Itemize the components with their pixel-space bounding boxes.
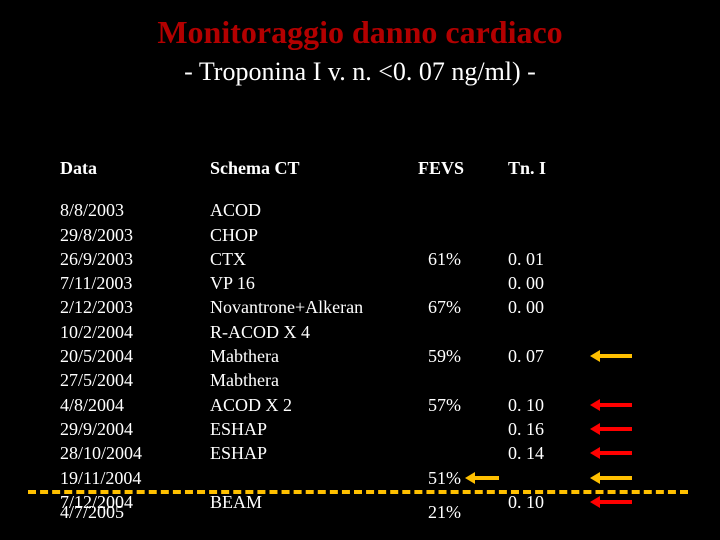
cell-arrow	[580, 393, 640, 417]
cell-tni: 0. 14	[500, 441, 580, 465]
arrow-left-icon	[590, 424, 632, 434]
footer-row: 4/7/2005 21%	[60, 500, 640, 524]
cell-schema: ESHAP	[210, 417, 410, 441]
cell-data: 10/2/2004	[60, 320, 210, 344]
cell-schema	[210, 466, 410, 490]
table-header-row: Data Schema CT FEVS Tn. I	[60, 156, 660, 180]
data-table: Data Schema CT FEVS Tn. I 8/8/2003ACOD29…	[60, 156, 660, 514]
arrow-left-icon	[590, 400, 632, 410]
cell-fevs: 57%	[410, 393, 500, 417]
arrow-left-icon	[590, 473, 632, 483]
cell-arrow	[580, 198, 640, 222]
cell-data: 19/11/2004	[60, 466, 210, 490]
col-header-fevs: FEVS	[410, 156, 500, 180]
cell-schema: R-ACOD X 4	[210, 320, 410, 344]
cell-fevs	[410, 271, 500, 295]
page-title: Monitoraggio danno cardiaco	[0, 0, 720, 51]
table-row: 8/8/2003ACOD	[60, 198, 660, 222]
arrow-left-icon	[590, 351, 632, 361]
divider-dashed	[28, 490, 688, 494]
table-row: 28/10/2004ESHAP 0. 14	[60, 441, 660, 465]
table-row: 4/8/2004ACOD X 257%0. 10	[60, 393, 660, 417]
footer-schema	[210, 500, 410, 524]
cell-data: 29/8/2003	[60, 223, 210, 247]
table-row: 2/12/2003Novantrone+Alkeran67%0. 00	[60, 295, 660, 319]
cell-fevs	[410, 368, 500, 392]
cell-fevs	[410, 198, 500, 222]
cell-data: 26/9/2003	[60, 247, 210, 271]
table-row: 26/9/2003CTX61%0. 01	[60, 247, 660, 271]
cell-schema: Mabthera	[210, 368, 410, 392]
cell-tni	[500, 368, 580, 392]
cell-data: 27/5/2004	[60, 368, 210, 392]
cell-arrow	[580, 247, 640, 271]
page-subtitle: - Troponina I v. n. <0. 07 ng/ml) -	[0, 57, 720, 87]
table-row: 27/5/2004Mabthera	[60, 368, 660, 392]
cell-fevs	[410, 223, 500, 247]
cell-schema: Novantrone+Alkeran	[210, 295, 410, 319]
cell-arrow	[580, 223, 640, 247]
cell-schema: Mabthera	[210, 344, 410, 368]
cell-data: 4/8/2004	[60, 393, 210, 417]
cell-arrow	[580, 368, 640, 392]
cell-schema: CHOP	[210, 223, 410, 247]
col-header-tni: Tn. I	[500, 156, 580, 180]
footer-tni	[500, 500, 580, 524]
table-row: 29/8/2003CHOP	[60, 223, 660, 247]
cell-schema: ACOD X 2	[210, 393, 410, 417]
cell-data: 20/5/2004	[60, 344, 210, 368]
cell-arrow	[580, 271, 640, 295]
cell-data: 29/9/2004	[60, 417, 210, 441]
cell-schema: ACOD	[210, 198, 410, 222]
cell-schema: CTX	[210, 247, 410, 271]
cell-tni: 0. 16	[500, 417, 580, 441]
cell-fevs: 67%	[410, 295, 500, 319]
col-header-schema: Schema CT	[210, 156, 410, 180]
cell-tni	[500, 466, 580, 490]
cell-data: 8/8/2003	[60, 198, 210, 222]
table-row: 19/11/2004 51%	[60, 466, 660, 490]
col-header-data: Data	[60, 156, 210, 180]
cell-fevs	[410, 441, 500, 465]
cell-tni	[500, 320, 580, 344]
cell-arrow	[580, 466, 640, 490]
footer-data: 4/7/2005	[60, 500, 210, 524]
table-row: 10/2/2004R-ACOD X 4	[60, 320, 660, 344]
cell-arrow	[580, 344, 640, 368]
cell-arrow	[580, 417, 640, 441]
cell-fevs	[410, 417, 500, 441]
cell-tni: 0. 07	[500, 344, 580, 368]
cell-data: 7/11/2003	[60, 271, 210, 295]
arrow-left-icon	[590, 448, 632, 458]
cell-tni: 0. 00	[500, 295, 580, 319]
cell-schema: ESHAP	[210, 441, 410, 465]
cell-tni	[500, 198, 580, 222]
arrow-left-icon	[465, 473, 499, 483]
cell-data: 2/12/2003	[60, 295, 210, 319]
cell-fevs: 51%	[410, 466, 500, 490]
cell-tni: 0. 00	[500, 271, 580, 295]
table-row: 7/11/2003VP 16 0. 00	[60, 271, 660, 295]
cell-tni: 0. 10	[500, 393, 580, 417]
table-row: 20/5/2004Mabthera59%0. 07	[60, 344, 660, 368]
cell-fevs: 61%	[410, 247, 500, 271]
cell-fevs	[410, 320, 500, 344]
table-row: 29/9/2004ESHAP 0. 16	[60, 417, 660, 441]
cell-arrow	[580, 295, 640, 319]
cell-tni	[500, 223, 580, 247]
cell-schema: VP 16	[210, 271, 410, 295]
cell-arrow	[580, 320, 640, 344]
cell-arrow	[580, 441, 640, 465]
footer-fevs: 21%	[410, 500, 500, 524]
cell-fevs: 59%	[410, 344, 500, 368]
cell-data: 28/10/2004	[60, 441, 210, 465]
cell-tni: 0. 01	[500, 247, 580, 271]
